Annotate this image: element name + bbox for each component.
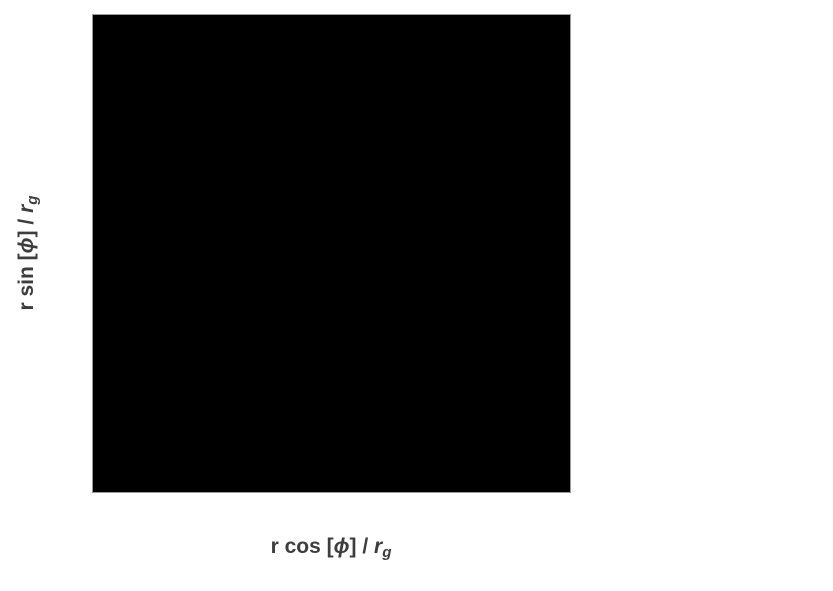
x-axis-title: r cos [ϕ] / rg [270, 534, 392, 562]
density-plot-panel [92, 14, 571, 493]
density-plot-canvas [93, 15, 570, 492]
y-axis-title: r sin [ϕ] / rg [14, 195, 42, 311]
colorbar-legend [600, 0, 833, 591]
